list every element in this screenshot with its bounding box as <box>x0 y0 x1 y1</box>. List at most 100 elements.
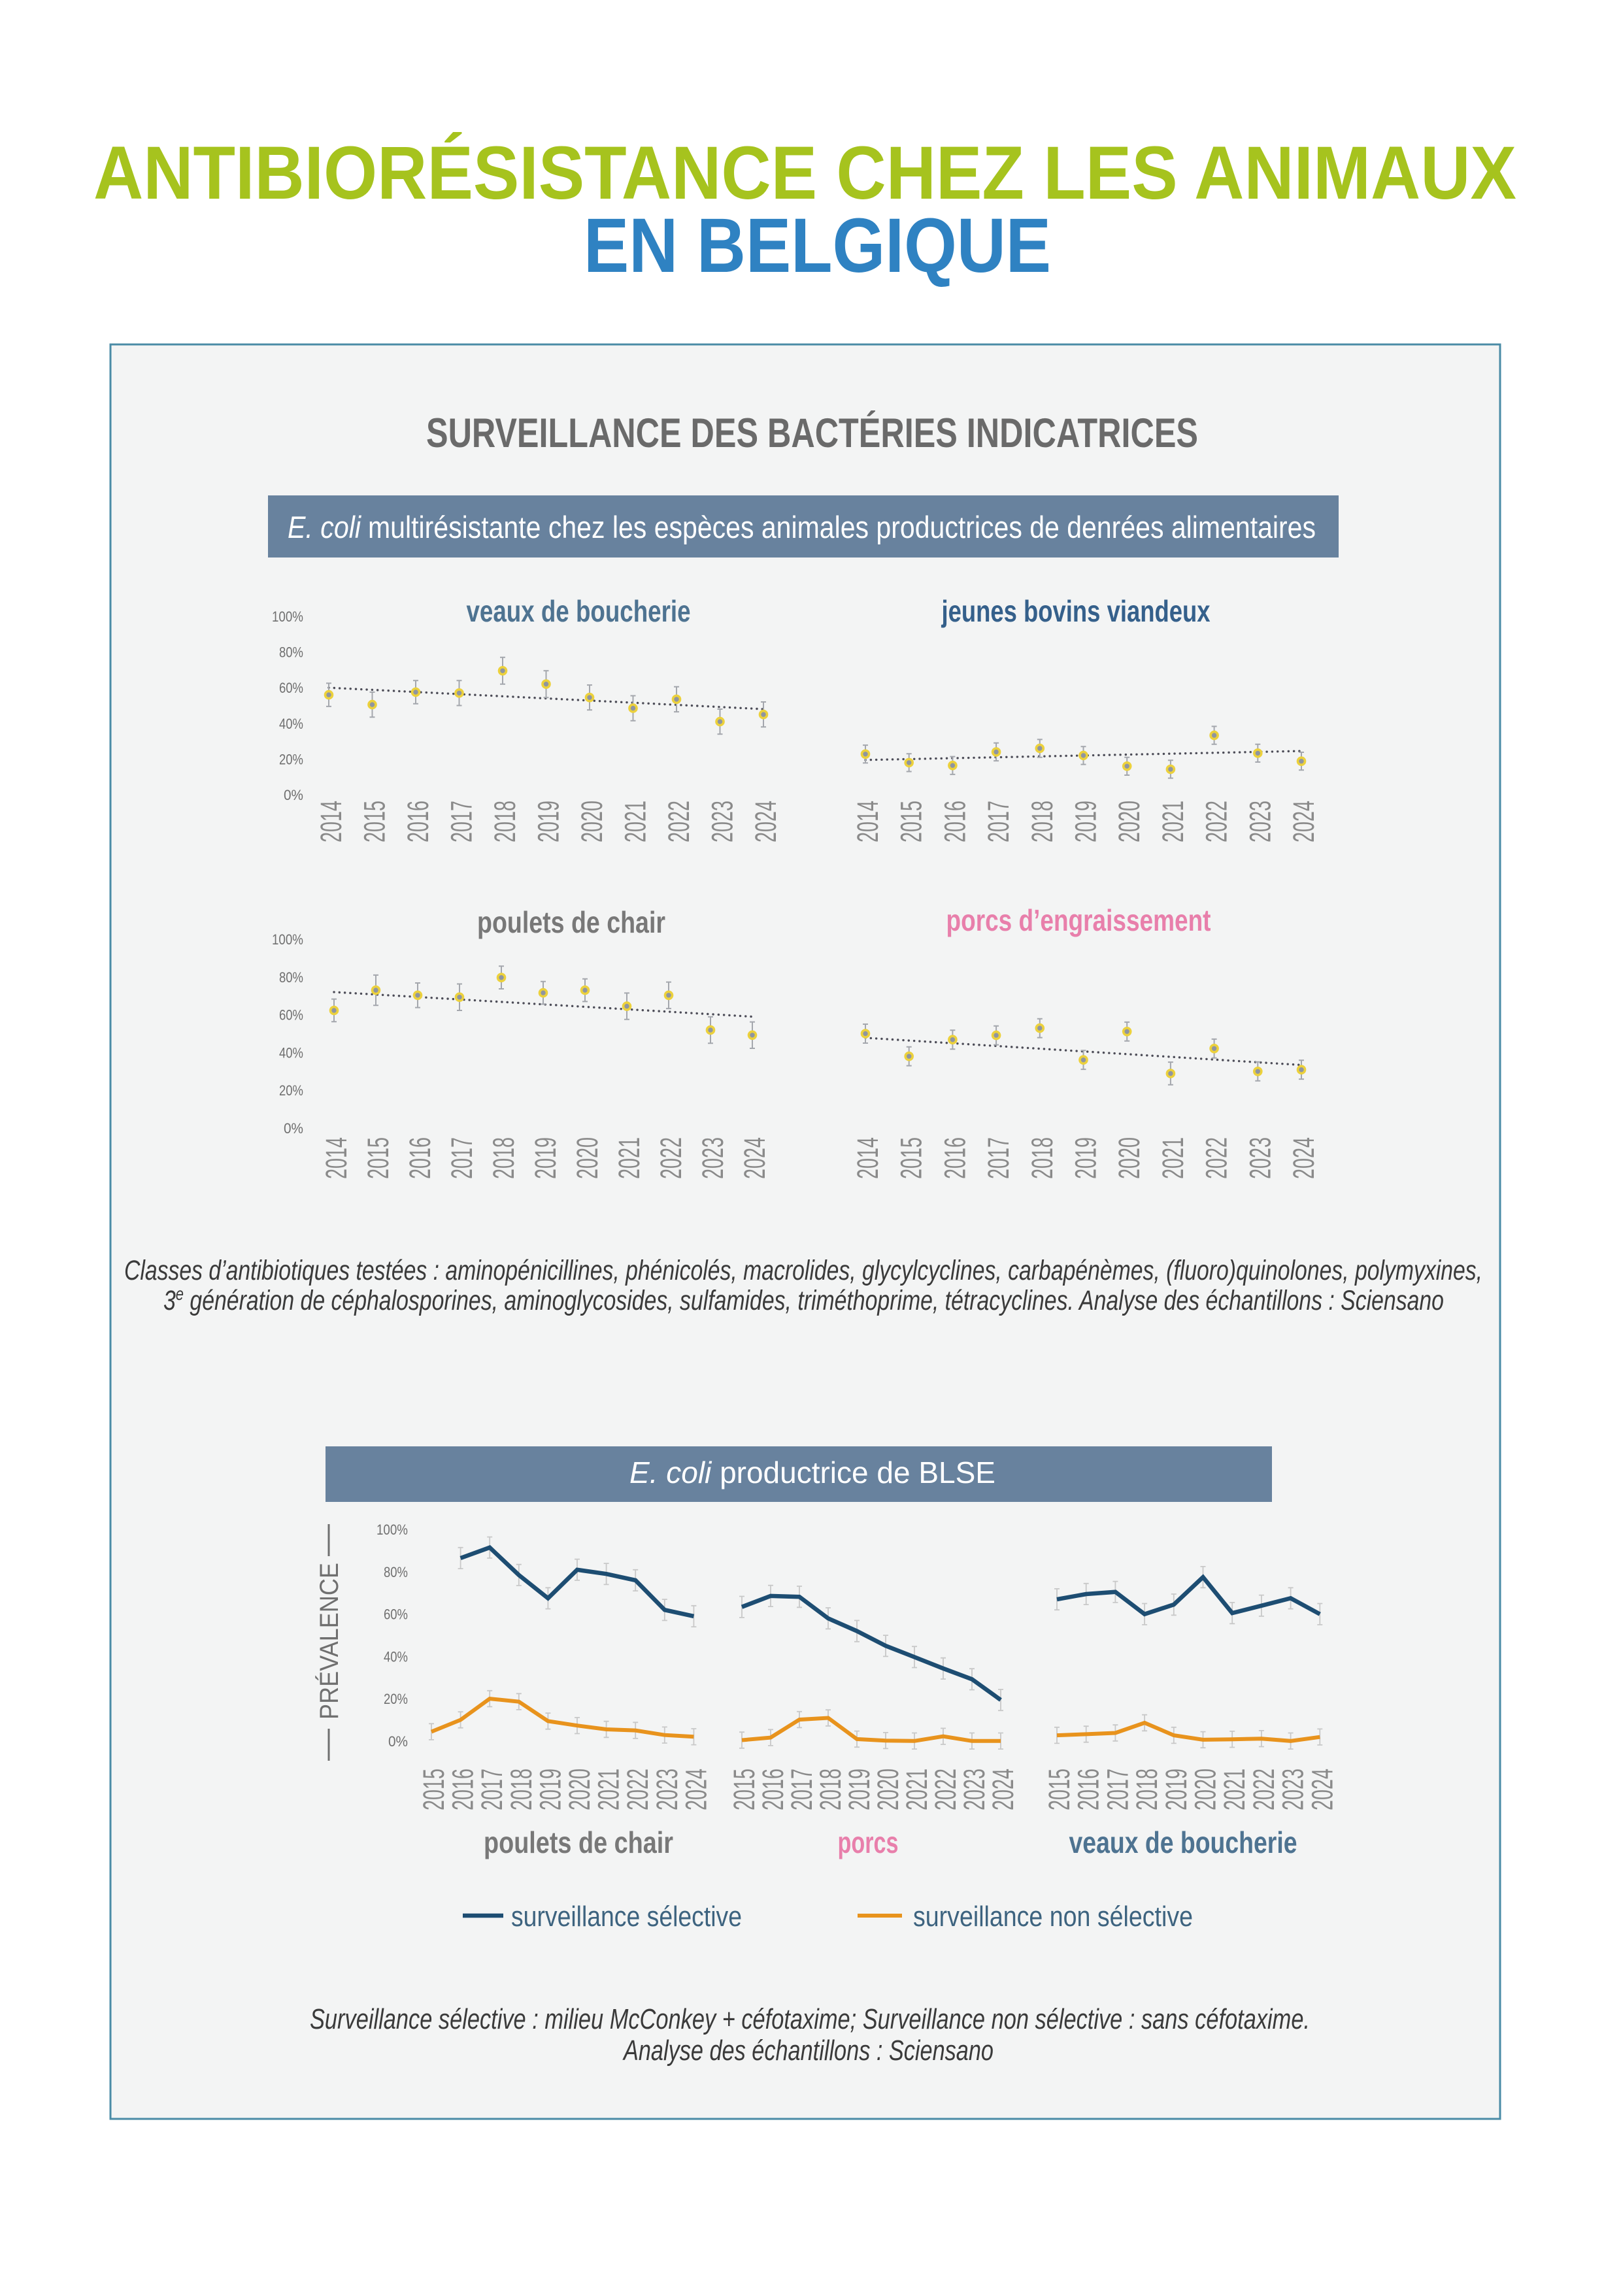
svg-text:2022: 2022 <box>1200 1137 1233 1179</box>
svg-text:2021: 2021 <box>612 1137 646 1179</box>
svg-text:2014: 2014 <box>851 801 884 842</box>
svg-text:2018: 2018 <box>505 1769 538 1810</box>
svg-text:2020: 2020 <box>871 1769 905 1810</box>
svg-text:2018: 2018 <box>487 1137 520 1179</box>
svg-text:2017: 2017 <box>475 1769 509 1810</box>
svg-text:2020: 2020 <box>1112 801 1146 842</box>
svg-text:jeunes bovins viandeux: jeunes bovins viandeux <box>941 594 1211 628</box>
svg-text:2014: 2014 <box>851 1137 884 1179</box>
svg-text:veaux de boucherie: veaux de boucherie <box>1069 1825 1297 1859</box>
svg-text:2024: 2024 <box>1287 1137 1320 1179</box>
svg-text:2024: 2024 <box>1287 801 1320 842</box>
svg-text:80%: 80% <box>279 644 303 661</box>
svg-text:2018: 2018 <box>1130 1769 1163 1810</box>
svg-text:2020: 2020 <box>575 801 609 842</box>
svg-text:2022: 2022 <box>662 801 695 842</box>
svg-text:E. coli: E. coli <box>288 510 361 544</box>
svg-text:2015: 2015 <box>727 1769 761 1810</box>
svg-text:40%: 40% <box>279 716 303 732</box>
svg-text:2014: 2014 <box>314 801 348 842</box>
svg-text:EN BELGIQUE: EN BELGIQUE <box>584 203 1051 289</box>
svg-text:2016: 2016 <box>756 1769 790 1810</box>
svg-text:2019: 2019 <box>843 1769 876 1810</box>
svg-text:80%: 80% <box>384 1564 408 1580</box>
svg-text:2017: 2017 <box>785 1769 818 1810</box>
svg-text:60%: 60% <box>279 680 303 696</box>
svg-text:2020: 2020 <box>1189 1769 1222 1810</box>
svg-text:100%: 100% <box>272 931 303 948</box>
svg-text:porcs d’engraissement: porcs d’engraissement <box>946 903 1211 937</box>
svg-text:80%: 80% <box>279 969 303 986</box>
svg-text:2021: 2021 <box>900 1769 933 1810</box>
svg-text:60%: 60% <box>384 1606 408 1623</box>
svg-text:poulets de chair: poulets de chair <box>477 905 665 939</box>
svg-text:Classes d’antibiotiques testée: Classes d’antibiotiques testées : aminop… <box>124 1255 1482 1286</box>
svg-text:2019: 2019 <box>533 1769 567 1810</box>
svg-text:2024: 2024 <box>738 1137 771 1179</box>
svg-text:2019: 2019 <box>532 801 565 842</box>
svg-text:2021: 2021 <box>1156 801 1190 842</box>
svg-text:20%: 20% <box>279 751 303 767</box>
svg-text:0%: 0% <box>284 787 303 803</box>
svg-text:2023: 2023 <box>1277 1769 1310 1810</box>
svg-text:2020: 2020 <box>571 1137 604 1179</box>
svg-text:2021: 2021 <box>1156 1137 1190 1179</box>
svg-text:2016: 2016 <box>938 801 971 842</box>
svg-text:40%: 40% <box>279 1044 303 1061</box>
svg-text:surveillance sélective: surveillance sélective <box>511 1901 742 1933</box>
svg-text:2021: 2021 <box>592 1769 626 1810</box>
svg-text:poulets de chair: poulets de chair <box>484 1825 673 1859</box>
svg-text:Surveillance sélective : milie: Surveillance sélective : milieu McConkey… <box>310 2003 1310 2035</box>
svg-text:2018: 2018 <box>814 1769 847 1810</box>
svg-text:2021: 2021 <box>1218 1769 1251 1810</box>
svg-text:20%: 20% <box>279 1082 303 1099</box>
svg-text:40%: 40% <box>384 1648 408 1665</box>
svg-text:2015: 2015 <box>895 1137 928 1179</box>
svg-text:2016: 2016 <box>403 1137 437 1179</box>
svg-text:2016: 2016 <box>938 1137 971 1179</box>
svg-text:2023: 2023 <box>650 1769 684 1810</box>
svg-text:2021: 2021 <box>619 801 652 842</box>
svg-text:2020: 2020 <box>1112 1137 1146 1179</box>
svg-text:ANTIBIORÉSISTANCE CHEZ LES ANI: ANTIBIORÉSISTANCE CHEZ LES ANIMAUX <box>93 131 1516 215</box>
svg-text:surveillance non sélective: surveillance non sélective <box>913 1901 1193 1933</box>
svg-text:porcs: porcs <box>838 1825 899 1859</box>
svg-text:2016: 2016 <box>401 801 435 842</box>
svg-text:2022: 2022 <box>654 1137 688 1179</box>
svg-text:2018: 2018 <box>1026 1137 1059 1179</box>
svg-text:2024: 2024 <box>1305 1769 1339 1810</box>
svg-text:2017: 2017 <box>445 1137 478 1179</box>
svg-text:20%: 20% <box>384 1691 408 1707</box>
svg-text:100%: 100% <box>376 1522 408 1538</box>
svg-text:2015: 2015 <box>417 1769 450 1810</box>
svg-text:PRÉVALENCE: PRÉVALENCE <box>314 1563 344 1720</box>
svg-text:2018: 2018 <box>488 801 522 842</box>
svg-text:3e génération de céphalosporin: 3e génération de céphalosporines, aminog… <box>163 1284 1444 1317</box>
svg-text:veaux de boucherie: veaux de boucherie <box>467 594 691 628</box>
svg-text:multirésistante chez les espèc: multirésistante chez les espèces animale… <box>368 510 1316 544</box>
svg-text:2015: 2015 <box>895 801 928 842</box>
svg-text:2024: 2024 <box>679 1769 712 1810</box>
svg-text:2017: 2017 <box>1101 1769 1134 1810</box>
svg-text:Analyse des échantillons : Sci: Analyse des échantillons : Sciensano <box>622 2035 994 2067</box>
svg-text:2018: 2018 <box>1026 801 1059 842</box>
svg-text:100%: 100% <box>272 608 303 625</box>
svg-text:2022: 2022 <box>929 1769 962 1810</box>
svg-text:2023: 2023 <box>696 1137 729 1179</box>
svg-text:2019: 2019 <box>1160 1769 1193 1810</box>
svg-text:0%: 0% <box>388 1733 408 1750</box>
svg-text:2016: 2016 <box>446 1769 480 1810</box>
svg-text:2022: 2022 <box>1200 801 1233 842</box>
svg-text:2024: 2024 <box>749 801 782 842</box>
svg-text:2019: 2019 <box>1069 801 1103 842</box>
svg-text:2022: 2022 <box>1247 1769 1280 1810</box>
svg-text:0%: 0% <box>284 1120 303 1137</box>
svg-text:2017: 2017 <box>445 801 478 842</box>
svg-text:2017: 2017 <box>982 801 1015 842</box>
svg-text:2017: 2017 <box>982 1137 1015 1179</box>
svg-text:2015: 2015 <box>1043 1769 1076 1810</box>
svg-text:2024: 2024 <box>986 1769 1020 1810</box>
svg-text:2016: 2016 <box>1072 1769 1105 1810</box>
svg-text:2015: 2015 <box>361 1137 395 1179</box>
svg-text:2023: 2023 <box>1243 801 1277 842</box>
